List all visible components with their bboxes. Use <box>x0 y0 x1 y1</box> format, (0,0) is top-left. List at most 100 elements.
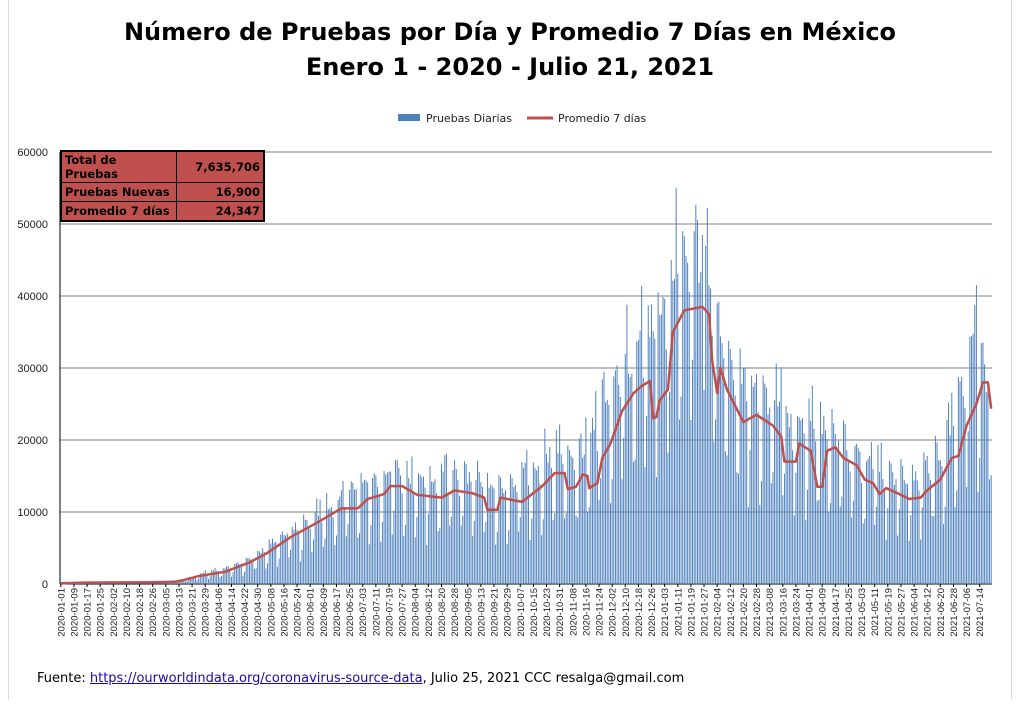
daily-test-bar <box>852 500 854 584</box>
daily-test-bar <box>803 433 805 584</box>
x-tick-label: 2020-04-14 <box>227 588 238 637</box>
daily-test-bar <box>687 262 689 584</box>
daily-test-bar <box>639 330 641 584</box>
daily-test-bar <box>212 570 214 584</box>
x-tick-label: 2020-03-05 <box>161 588 172 637</box>
daily-test-bar <box>946 420 948 584</box>
daily-test-bar <box>664 298 666 584</box>
daily-test-bar <box>349 490 351 584</box>
daily-test-bar <box>767 414 769 584</box>
daily-test-bar <box>657 292 659 584</box>
x-tick-label: 2020-08-04 <box>411 588 422 637</box>
x-tick-label: 2020-05-16 <box>279 588 290 637</box>
daily-test-bar <box>457 479 459 584</box>
daily-test-bar <box>463 461 465 584</box>
daily-test-bar <box>196 580 198 584</box>
source-link[interactable]: https://ourworldindata.org/coronavirus-s… <box>89 671 423 686</box>
daily-test-bar <box>672 280 674 584</box>
x-tick-label: 2020-06-09 <box>319 588 330 637</box>
daily-test-bar <box>449 525 451 584</box>
daily-test-bar <box>408 477 410 584</box>
daily-test-bar <box>934 435 936 584</box>
daily-test-bar <box>801 417 803 584</box>
daily-test-bar <box>173 582 175 584</box>
daily-test-bar <box>467 483 469 584</box>
daily-test-bar <box>690 420 692 584</box>
daily-test-bar <box>352 482 354 584</box>
daily-test-bar <box>813 428 815 584</box>
daily-test-bar <box>747 507 749 584</box>
daily-test-bar <box>321 522 323 584</box>
daily-test-bar <box>201 573 203 584</box>
daily-test-bar <box>477 460 479 584</box>
daily-test-bar <box>893 485 895 584</box>
daily-test-bar <box>294 522 296 584</box>
daily-test-bar <box>634 459 636 584</box>
daily-test-bar <box>591 417 593 584</box>
daily-test-bar <box>669 391 671 584</box>
daily-test-bar <box>362 482 364 584</box>
daily-test-bar <box>506 543 508 584</box>
daily-test-bar <box>907 484 908 584</box>
x-tick-label: 2020-04-30 <box>253 588 264 637</box>
daily-test-bar <box>756 374 758 584</box>
daily-test-bar <box>521 462 523 584</box>
daily-test-bar <box>675 187 677 584</box>
daily-test-bar <box>933 516 935 584</box>
daily-test-bar <box>892 472 894 584</box>
daily-test-bar <box>918 490 920 584</box>
x-tick-label: 2020-04-06 <box>214 588 225 637</box>
daily-test-bar <box>329 508 331 584</box>
daily-test-bar <box>967 431 969 584</box>
daily-test-bar <box>490 484 492 584</box>
x-tick-label: 2020-10-15 <box>529 588 540 637</box>
daily-test-bar <box>516 492 518 584</box>
x-tick-label: 2020-09-13 <box>476 588 487 637</box>
daily-test-bar <box>811 385 813 584</box>
daily-test-bar <box>688 291 690 584</box>
daily-test-bar <box>380 541 382 584</box>
daily-test-bar <box>486 472 488 584</box>
daily-test-bar <box>491 486 493 584</box>
daily-test-bar <box>751 375 753 584</box>
daily-test-bar <box>403 536 405 584</box>
daily-test-bar <box>970 335 972 584</box>
daily-test-bar <box>974 305 976 584</box>
daily-test-bar <box>815 441 817 584</box>
daily-test-bar <box>718 301 720 584</box>
daily-test-bar <box>824 430 826 584</box>
daily-test-bar <box>409 484 411 584</box>
daily-test-bar <box>549 447 551 584</box>
daily-test-bar <box>514 484 516 584</box>
daily-test-bar <box>723 358 725 584</box>
daily-test-bar <box>642 377 644 584</box>
daily-test-bar <box>360 472 362 584</box>
daily-test-bar <box>787 413 789 584</box>
daily-test-bar <box>713 441 715 584</box>
daily-test-bar <box>920 539 922 584</box>
daily-test-bar <box>542 519 544 584</box>
daily-test-bar <box>854 445 856 584</box>
daily-test-bar <box>331 507 333 584</box>
daily-test-bar <box>739 348 741 584</box>
x-tick-label: 2020-04-22 <box>240 588 251 637</box>
daily-test-bar <box>478 472 480 584</box>
daily-test-bar <box>895 479 897 584</box>
daily-test-bar <box>790 413 792 584</box>
daily-test-bar <box>454 460 456 584</box>
daily-test-bar <box>283 535 285 584</box>
daily-test-bar <box>708 285 710 584</box>
y-tick-label: 60000 <box>17 147 48 159</box>
daily-test-bar <box>665 349 667 584</box>
x-tick-label: 2020-12-10 <box>621 588 632 637</box>
daily-test-bar <box>570 456 572 584</box>
daily-test-bar <box>116 583 118 584</box>
daily-test-bar <box>222 568 224 584</box>
daily-test-bar <box>445 453 447 584</box>
avg-7-day-line <box>60 305 993 585</box>
daily-test-bar <box>598 500 600 584</box>
daily-test-bar <box>509 474 511 584</box>
legend-swatch-bars <box>398 114 420 121</box>
daily-test-bar <box>385 474 387 584</box>
